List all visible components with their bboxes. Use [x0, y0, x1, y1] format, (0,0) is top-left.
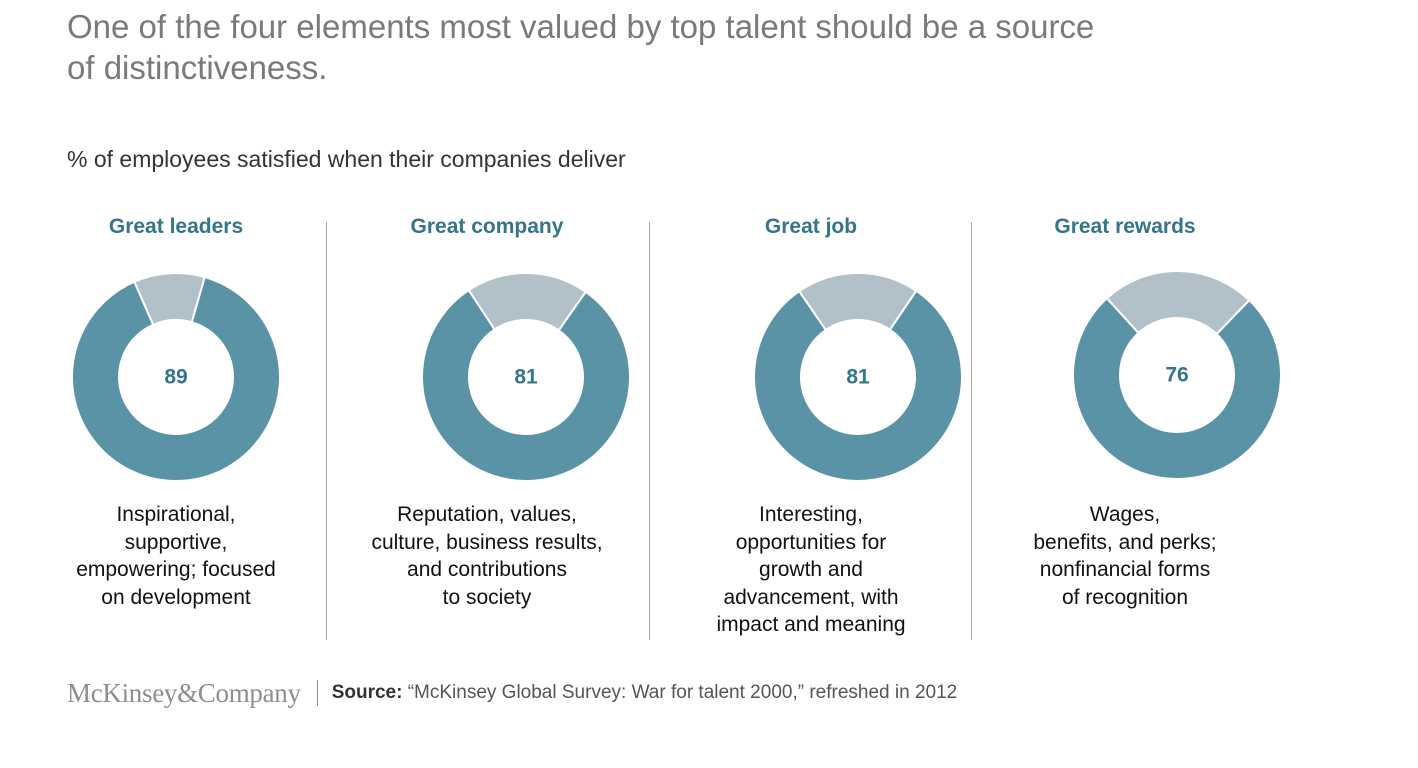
- donut-segment-not-satisfied: [467, 272, 588, 332]
- donut-value-label: 81: [514, 366, 538, 389]
- source-note: Source: “McKinsey Global Survey: War for…: [332, 682, 958, 704]
- headline: One of the four elements most valued by …: [67, 8, 1095, 86]
- donut-great-rewards: 76: [1072, 270, 1282, 480]
- donut-segment-satisfied: [71, 275, 281, 482]
- panel-great-rewards: Great rewards 76 Wages, benefits, and pe…: [965, 212, 1285, 652]
- panel-divider-3: [971, 222, 972, 640]
- panel-title-great-company: Great company: [410, 215, 564, 238]
- chart-subtitle: % of employees satisfied when their comp…: [67, 146, 626, 172]
- panel-title-great-leaders: Great leaders: [108, 215, 244, 238]
- donut-segment-satisfied: [421, 288, 631, 482]
- panel-description-great-rewards: Wages, benefits, and perks; nonfinancial…: [1033, 503, 1217, 609]
- donut-value-label: 81: [846, 366, 870, 389]
- donut-great-leaders: 89: [71, 272, 281, 482]
- panel-title-great-job: Great job: [764, 215, 858, 238]
- donut-great-job: 81: [753, 272, 963, 482]
- donut-great-company: 81: [421, 272, 631, 482]
- source-label: Source:: [331, 682, 403, 703]
- donut-segment-not-satisfied: [797, 272, 918, 332]
- donut-segment-not-satisfied: [1105, 270, 1251, 336]
- donut-segment-satisfied: [753, 289, 963, 482]
- panel-description-great-job: Interesting, opportunities for growth an…: [716, 503, 906, 636]
- footer: McKinsey&Company Source: “McKinsey Globa…: [67, 676, 957, 710]
- donut-value-label: 89: [164, 366, 187, 389]
- footer-separator: [316, 680, 318, 706]
- panel-divider-2: [649, 222, 650, 640]
- panel-description-great-leaders: Inspirational, supportive, empowering; f…: [76, 503, 276, 609]
- donut-value-label: 76: [1165, 364, 1188, 387]
- panel-description-great-company: Reputation, values, culture, business re…: [371, 503, 603, 609]
- source-text: “McKinsey Global Survey: War for talent …: [402, 682, 958, 703]
- panel-divider-1: [326, 222, 327, 640]
- panel-great-company: Great company 81 Reputation, values, cul…: [327, 212, 647, 652]
- panel-title-great-rewards: Great rewards: [1054, 215, 1196, 238]
- panel-great-job: Great job 81 Interesting, opportunities …: [651, 212, 971, 652]
- donut-segment-satisfied: [1072, 296, 1282, 480]
- panel-great-leaders: Great leaders 89 Inspirational, supporti…: [16, 212, 336, 652]
- donut-segment-not-satisfied: [133, 272, 206, 327]
- mckinsey-logo: McKinsey&Company: [67, 677, 301, 708]
